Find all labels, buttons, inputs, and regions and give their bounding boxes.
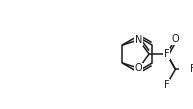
Text: F: F xyxy=(164,80,169,89)
Text: F: F xyxy=(190,64,193,74)
Text: O: O xyxy=(172,34,179,44)
Text: N: N xyxy=(135,35,142,45)
Text: O: O xyxy=(135,63,142,73)
Text: F: F xyxy=(164,49,169,59)
